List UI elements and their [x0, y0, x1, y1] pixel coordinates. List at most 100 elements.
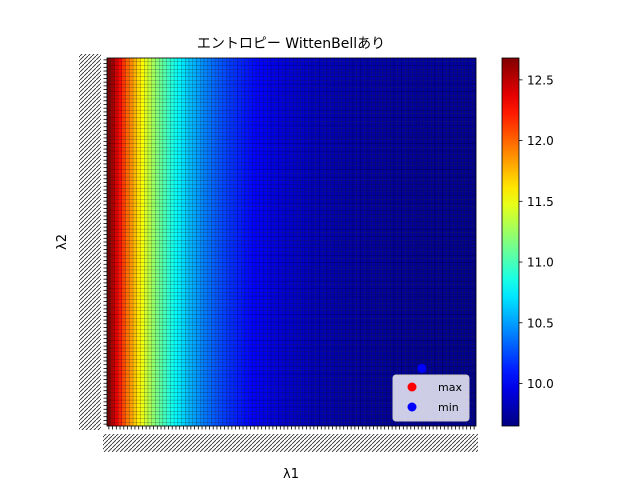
heatmap-cell: [233, 132, 238, 137]
heatmap-cell: [252, 336, 257, 341]
heatmap-cell: [181, 388, 186, 393]
heatmap-cell: [222, 422, 227, 427]
heatmap-cell: [151, 388, 156, 393]
heatmap-cell: [121, 91, 126, 96]
heatmap-cell: [222, 121, 227, 126]
heatmap-cell: [129, 392, 134, 397]
heatmap-cell: [136, 165, 141, 170]
heatmap-cell: [177, 187, 182, 193]
heatmap-cell: [226, 154, 231, 159]
heatmap-cell: [214, 362, 220, 367]
heatmap-cell: [285, 410, 290, 416]
heatmap-cell: [241, 180, 246, 185]
heatmap-cell: [151, 422, 156, 427]
heatmap-cell: [177, 366, 182, 371]
heatmap-cell: [121, 422, 126, 427]
heatmap-cell: [270, 403, 275, 408]
heatmap-cell: [203, 132, 208, 137]
heatmap-cell: [181, 228, 186, 233]
heatmap-cell: [203, 310, 208, 315]
heatmap-cell: [278, 351, 283, 356]
heatmap-cell: [196, 347, 201, 352]
heatmap-cell: [173, 306, 179, 311]
heatmap-cell: [114, 377, 119, 382]
heatmap-cell: [255, 295, 261, 300]
heatmap-cell: [248, 269, 253, 274]
heatmap-cell: [155, 277, 160, 282]
heatmap-cell: [114, 318, 119, 323]
heatmap-cell: [192, 392, 197, 397]
heatmap-cell: [159, 384, 164, 390]
heatmap-cell: [144, 269, 149, 274]
heatmap-cell: [170, 132, 175, 137]
heatmap-cell: [132, 288, 138, 293]
heatmap-cell: [274, 288, 279, 293]
heatmap-cell: [203, 336, 208, 341]
heatmap-cell: [289, 83, 294, 88]
heatmap-cell: [278, 384, 283, 390]
heatmap-cell: [252, 396, 257, 401]
heatmap-cell: [162, 403, 167, 408]
heatmap-cell: [192, 284, 197, 289]
heatmap-cell: [177, 184, 182, 189]
heatmap-cell: [110, 251, 115, 256]
heatmap-cell: [214, 117, 220, 122]
heatmap-cell: [125, 388, 130, 393]
heatmap-cell: [162, 57, 167, 62]
heatmap-cell: [136, 221, 141, 226]
heatmap-cell: [185, 295, 190, 300]
heatmap-cell: [162, 325, 167, 330]
heatmap-cell: [203, 124, 208, 129]
heatmap-cell: [233, 225, 238, 230]
heatmap-cell: [140, 373, 145, 378]
heatmap-cell: [125, 184, 130, 189]
heatmap-cell: [226, 173, 231, 178]
heatmap-cell: [233, 113, 238, 118]
heatmap-cell: [110, 102, 115, 107]
heatmap-cell: [259, 373, 264, 378]
heatmap-cell: [203, 422, 208, 427]
heatmap-cell: [185, 336, 190, 341]
heatmap-cell: [200, 135, 205, 141]
heatmap-cell: [226, 347, 231, 352]
heatmap-cell: [166, 280, 171, 285]
heatmap-cell: [166, 422, 171, 427]
heatmap-cell: [110, 258, 115, 263]
heatmap-cell: [177, 150, 182, 155]
heatmap-cell: [214, 195, 220, 200]
heatmap-cell: [274, 210, 279, 215]
heatmap-cell: [159, 321, 164, 326]
heatmap-cell: [270, 61, 275, 66]
heatmap-cell: [263, 366, 268, 371]
heatmap-cell: [170, 128, 175, 133]
heatmap-cell: [207, 273, 212, 278]
heatmap-cell: [263, 221, 268, 226]
heatmap-cell: [248, 87, 253, 92]
heatmap-cell: [285, 403, 290, 408]
heatmap-cell: [144, 94, 149, 100]
heatmap-cell: [241, 273, 246, 278]
heatmap-cell: [255, 187, 261, 193]
heatmap-cell: [267, 370, 272, 375]
heatmap-cell: [278, 195, 283, 200]
heatmap-cell: [226, 243, 231, 248]
heatmap-cell: [170, 68, 175, 74]
heatmap-cell: [237, 366, 242, 371]
heatmap-cell: [110, 407, 115, 412]
heatmap-cell: [241, 362, 246, 367]
heatmap-cell: [267, 161, 272, 167]
heatmap-cell: [267, 213, 272, 219]
heatmap-cell: [144, 68, 149, 74]
heatmap-cell: [207, 117, 212, 122]
heatmap-cell: [170, 113, 175, 118]
heatmap-cell: [226, 113, 231, 118]
heatmap-cell: [181, 321, 186, 326]
heatmap-cell: [244, 280, 249, 285]
heatmap-cell: [162, 87, 167, 92]
heatmap-cell: [170, 199, 175, 204]
heatmap-cell: [196, 202, 201, 207]
heatmap-cell: [192, 373, 197, 378]
heatmap-cell: [181, 414, 186, 419]
heatmap-cell: [106, 265, 111, 271]
heatmap-cell: [226, 258, 231, 263]
